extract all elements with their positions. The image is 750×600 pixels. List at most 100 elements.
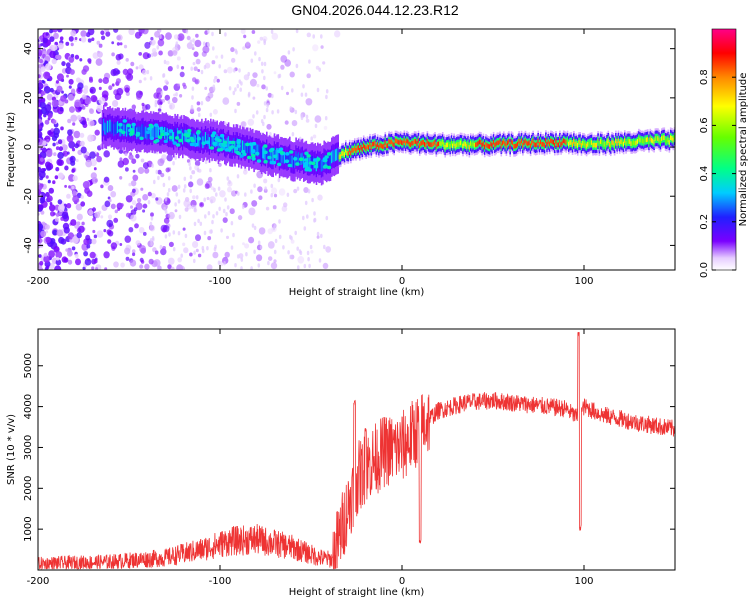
heatmap-cell — [258, 144, 260, 157]
heatmap-cell — [246, 141, 249, 153]
heatmap-cell — [238, 253, 244, 259]
heatmap-cell — [203, 134, 206, 147]
heatmap-cell — [40, 66, 46, 72]
heatmap-cell — [122, 119, 128, 123]
heatmap-cell — [167, 99, 171, 105]
colorbar-tick-label: 0.0 — [699, 262, 710, 278]
heatmap-cell — [250, 189, 253, 194]
heatmap-cell — [382, 144, 384, 150]
heatmap-cell — [236, 83, 240, 89]
heatmap-cell — [392, 141, 394, 147]
heatmap-cell — [40, 196, 46, 203]
heatmap-cell — [257, 144, 259, 157]
heatmap-cell — [297, 255, 305, 264]
heatmap-cell — [220, 54, 224, 59]
heatmap-cell — [174, 155, 177, 160]
heatmap-cell — [129, 259, 137, 267]
heatmap-cell — [270, 29, 274, 34]
heatmap-cell — [318, 258, 322, 263]
heatmap-cell — [118, 121, 120, 134]
y-tick-label: -40 — [23, 237, 34, 253]
heatmap-cell — [239, 154, 244, 158]
heatmap-cell — [652, 138, 654, 144]
heatmap-cell — [166, 154, 173, 162]
heatmap-cell — [295, 63, 299, 69]
heatmap-cell — [410, 142, 412, 147]
heatmap-cell — [61, 211, 69, 220]
x-tick-label: -200 — [27, 576, 50, 587]
heatmap-cell — [80, 30, 87, 38]
heatmap-cell — [119, 243, 123, 246]
heatmap-cell — [190, 104, 194, 110]
heatmap-cell — [88, 78, 94, 83]
heatmap-cell — [496, 140, 499, 146]
heatmap-cell — [155, 169, 159, 175]
heatmap-cell — [172, 50, 178, 56]
heatmap-cell — [347, 151, 350, 156]
heatmap-cell — [324, 116, 328, 121]
heatmap-cell — [164, 94, 170, 101]
heatmap-cell — [38, 223, 44, 231]
heatmap-cell — [323, 244, 326, 250]
heatmap-cell — [153, 259, 161, 267]
heatmap-cell — [41, 147, 47, 153]
heatmap-cell — [217, 138, 222, 143]
heatmap-cell — [500, 143, 503, 149]
heatmap-cell — [251, 157, 256, 161]
x-tick-label: -100 — [209, 276, 232, 287]
heatmap-cell — [515, 143, 518, 148]
heatmap-cell — [227, 186, 232, 193]
heatmap-cell — [42, 140, 47, 146]
heatmap-cell — [638, 136, 640, 142]
heatmap-cell — [620, 139, 622, 145]
heatmap-cell — [547, 139, 550, 145]
heatmap-cell — [282, 151, 285, 164]
heatmap-cell — [71, 88, 75, 93]
heatmap-cell — [573, 138, 575, 144]
heatmap-cell — [125, 195, 133, 203]
heatmap-cell — [644, 137, 646, 143]
heatmap-cell — [329, 155, 332, 168]
heatmap-cell — [322, 158, 324, 171]
heatmap-cell — [140, 260, 145, 264]
heatmap-cell — [305, 114, 309, 120]
heatmap-cell — [110, 242, 118, 250]
heatmap-cell — [248, 145, 250, 157]
heatmap-cell — [241, 140, 244, 153]
heatmap-cell — [56, 229, 64, 237]
heatmap-cell — [149, 76, 153, 81]
heatmap-cell — [79, 140, 85, 147]
heatmap-cell — [542, 141, 545, 147]
heatmap-cell — [45, 230, 49, 234]
heatmap-cell — [72, 122, 76, 126]
heatmap-cell — [100, 184, 104, 189]
x-tick-label: 100 — [574, 576, 593, 587]
heatmap-cell — [118, 122, 123, 127]
heatmap-cell — [161, 98, 166, 103]
heatmap-cell — [46, 265, 50, 270]
heatmap-cell — [143, 77, 147, 81]
heatmap-cell — [250, 266, 253, 270]
heatmap-cell — [159, 244, 163, 250]
heatmap-cell — [597, 138, 599, 144]
heatmap-cell — [167, 50, 174, 57]
heatmap-cell — [325, 156, 328, 169]
heatmap-cell — [189, 188, 192, 194]
heatmap-cell — [328, 155, 331, 168]
y-tick-label: 3000 — [23, 435, 34, 460]
heatmap-cell — [671, 135, 673, 141]
heatmap-cell — [631, 141, 634, 146]
heatmap-cell — [310, 250, 314, 254]
heatmap-cell — [39, 157, 44, 162]
heatmap-cell — [186, 35, 191, 41]
heatmap-cell — [45, 161, 51, 168]
heatmap-cell — [48, 250, 55, 258]
heatmap-cell — [191, 95, 194, 100]
heatmap-cell — [287, 250, 290, 255]
heatmap-cell — [38, 74, 41, 79]
heatmap-cell — [207, 133, 209, 146]
heatmap-cell — [296, 153, 299, 166]
heatmap-cell — [38, 148, 41, 154]
heatmap-cell — [131, 158, 137, 164]
heatmap-cell — [351, 147, 353, 153]
